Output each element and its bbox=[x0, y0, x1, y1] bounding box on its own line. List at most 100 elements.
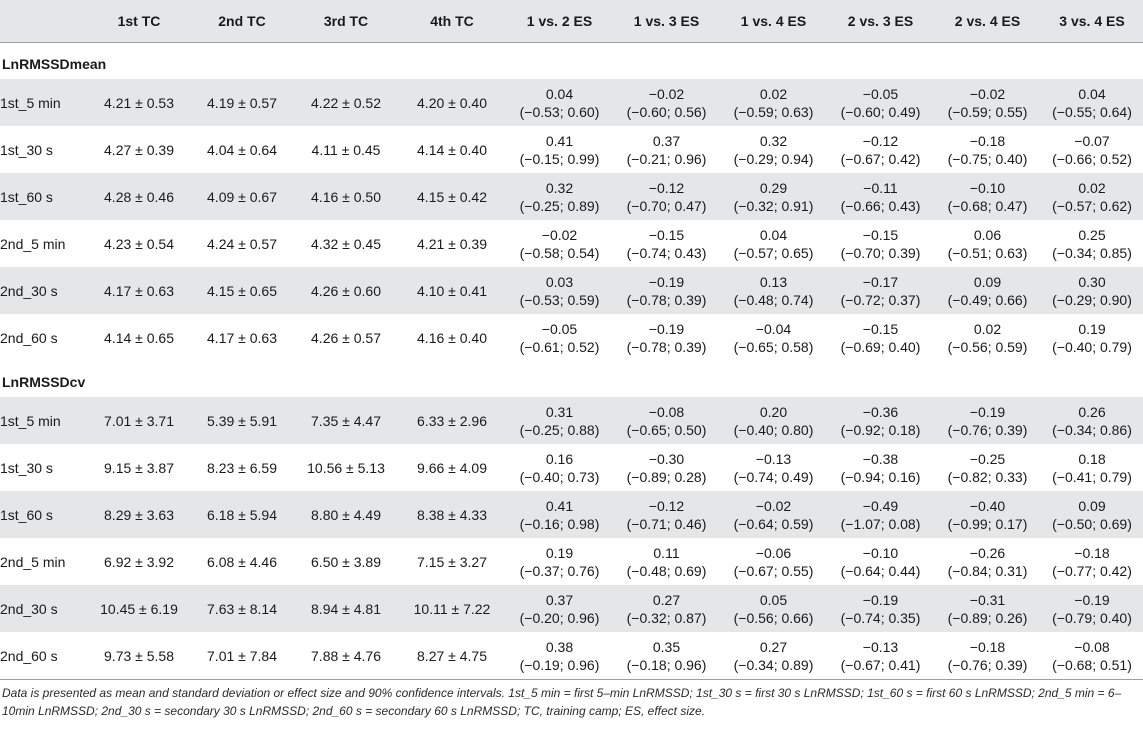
confidence-interval: (−0.55; 0.64) bbox=[1052, 103, 1132, 120]
effect-size-value: 0.20 bbox=[759, 403, 788, 420]
confidence-interval: (−0.72; 0.37) bbox=[840, 291, 921, 308]
effect-size-value: −0.31 bbox=[969, 591, 1006, 608]
row-label: 1st_30 s bbox=[0, 141, 53, 158]
confidence-interval: (−0.69; 0.40) bbox=[840, 338, 921, 355]
table-footnote: Data is presented as mean and standard d… bbox=[2, 686, 1122, 718]
confidence-interval: (−0.75; 0.40) bbox=[947, 150, 1028, 167]
effect-size-value: 0.25 bbox=[1078, 226, 1106, 243]
row-label: 2nd_30 s bbox=[0, 267, 88, 314]
mean-sd-cell: 4.17 ± 0.63 bbox=[207, 329, 277, 346]
effect-size-cell: −0.07 (−0.66; 0.52) bbox=[1041, 126, 1143, 173]
mean-sd-cell: 4.28 ± 0.46 bbox=[88, 173, 190, 220]
row-label: 1st_60 s bbox=[0, 491, 88, 538]
effect-size-value: 0.27 bbox=[652, 591, 681, 608]
effect-size-value: 0.37 bbox=[545, 591, 574, 608]
effect-size-cell: 0.09 (−0.50; 0.69) bbox=[1041, 491, 1143, 538]
effect-size-cell: −0.38 (−0.94; 0.16) bbox=[827, 444, 934, 491]
effect-size-cell: −0.08 (−0.68; 0.51) bbox=[1041, 632, 1143, 680]
mean-sd-cell: 4.26 ± 0.57 bbox=[311, 329, 381, 346]
effect-size-cell: −0.19 (−0.74; 0.35) bbox=[827, 585, 934, 632]
results-table: 1st TC 2nd TC 3rd TC 4th TC 1 vs. 2 ES 1… bbox=[0, 0, 1143, 680]
confidence-interval: (−0.29; 0.90) bbox=[1052, 291, 1132, 308]
confidence-interval: (−0.34; 0.89) bbox=[733, 656, 814, 673]
effect-size-value: −0.08 bbox=[1074, 638, 1110, 655]
confidence-interval: (−0.20; 0.96) bbox=[519, 609, 600, 626]
header-cell-2nd-tc: 2nd TC bbox=[190, 0, 294, 43]
effect-size-cell: −0.06 (−0.67; 0.55) bbox=[720, 538, 827, 585]
effect-size-value: −0.06 bbox=[755, 544, 792, 561]
header-cell-1st-tc: 1st TC bbox=[88, 0, 190, 43]
effect-size-cell: 0.05 (−0.56; 0.66) bbox=[720, 585, 827, 632]
effect-size-cell: −0.19 (−0.79; 0.40) bbox=[1041, 585, 1143, 632]
effect-size-cell: −0.25 (−0.82; 0.33) bbox=[934, 444, 1041, 491]
effect-size-cell: −0.18 (−0.76; 0.39) bbox=[934, 632, 1041, 680]
confidence-interval: (−0.78; 0.39) bbox=[626, 338, 707, 355]
effect-size-cell: 0.06 (−0.51; 0.63) bbox=[934, 220, 1041, 267]
effect-size-value: −0.26 bbox=[969, 544, 1006, 561]
mean-sd-cell: 5.39 ± 5.91 bbox=[190, 397, 294, 444]
mean-sd-cell: 6.18 ± 5.94 bbox=[190, 491, 294, 538]
confidence-interval: (−0.32; 0.91) bbox=[733, 197, 814, 214]
effect-size-cell: 0.37 (−0.20; 0.96) bbox=[506, 585, 613, 632]
mean-sd-cell: 4.09 ± 0.67 bbox=[190, 173, 294, 220]
effect-size-cell: −0.19 (−0.78; 0.39) bbox=[613, 267, 720, 314]
effect-size-cell: 0.16 (−0.40; 0.73) bbox=[506, 444, 613, 491]
mean-sd-cell: 4.10 ± 0.41 bbox=[398, 267, 506, 314]
confidence-interval: (−0.67; 0.42) bbox=[840, 150, 921, 167]
mean-sd-cell: 8.23 ± 6.59 bbox=[207, 459, 277, 476]
effect-size-value: −0.15 bbox=[648, 226, 685, 243]
effect-size-value: 0.06 bbox=[973, 226, 1002, 243]
confidence-interval: (−0.70; 0.47) bbox=[626, 197, 707, 214]
effect-size-cell: −0.30 (−0.89; 0.28) bbox=[613, 444, 720, 491]
mean-sd-cell: 8.94 ± 4.81 bbox=[294, 585, 398, 632]
confidence-interval: (−0.77; 0.42) bbox=[1052, 562, 1132, 579]
effect-size-value: −0.08 bbox=[648, 403, 685, 420]
mean-sd-cell: 4.16 ± 0.50 bbox=[294, 173, 398, 220]
mean-sd-cell: 4.22 ± 0.52 bbox=[294, 79, 398, 126]
effect-size-cell: −0.05 (−0.61; 0.52) bbox=[506, 314, 613, 361]
effect-size-cell: −0.40 (−0.99; 0.17) bbox=[934, 491, 1041, 538]
confidence-interval: (−0.99; 0.17) bbox=[947, 515, 1028, 532]
effect-size-cell: −0.04 (−0.65; 0.58) bbox=[720, 314, 827, 361]
effect-size-value: −0.13 bbox=[755, 450, 792, 467]
confidence-interval: (−1.07; 0.08) bbox=[840, 515, 921, 532]
effect-size-value: 0.16 bbox=[545, 450, 574, 467]
confidence-interval: (−0.60; 0.49) bbox=[840, 103, 921, 120]
effect-size-value: −0.18 bbox=[1074, 544, 1110, 561]
table-row: 1st_5 min 4.21 ± 0.53 4.19 ± 0.57 4.22 ± 0.… bbox=[0, 79, 1143, 126]
effect-size-value: −0.30 bbox=[648, 450, 685, 467]
effect-size-value: 0.13 bbox=[759, 273, 788, 290]
mean-sd-cell: 4.19 ± 0.57 bbox=[190, 79, 294, 126]
effect-size-cell: 0.13 (−0.48; 0.74) bbox=[720, 267, 827, 314]
confidence-interval: (−0.15; 0.99) bbox=[519, 150, 600, 167]
effect-size-value: 0.32 bbox=[759, 132, 788, 149]
mean-sd-cell: 9.73 ± 5.58 bbox=[88, 632, 190, 680]
effect-size-cell: −0.02 (−0.58; 0.54) bbox=[506, 220, 613, 267]
header-cell-1-vs-2-es: 1 vs. 2 ES bbox=[506, 0, 613, 43]
effect-size-cell: 0.04 (−0.53; 0.60) bbox=[506, 79, 613, 126]
confidence-interval: (−0.76; 0.39) bbox=[947, 656, 1028, 673]
effect-size-cell: 0.02 (−0.57; 0.62) bbox=[1041, 173, 1143, 220]
mean-sd-cell: 4.15 ± 0.65 bbox=[190, 267, 294, 314]
confidence-interval: (−0.58; 0.54) bbox=[519, 244, 600, 261]
effect-size-cell: −0.19 (−0.78; 0.39) bbox=[613, 314, 720, 361]
confidence-interval: (−0.49; 0.66) bbox=[947, 291, 1028, 308]
effect-size-value: 0.04 bbox=[759, 226, 788, 243]
table-row: 1st_60 s 8.29 ± 3.63 6.18 ± 5.94 8.80 ± 4.4… bbox=[0, 491, 1143, 538]
effect-size-value: 0.19 bbox=[1078, 320, 1106, 337]
table-row: 2nd_60 s 4.14 ± 0.65 4.17 ± 0.63 4.26 ± 0.5… bbox=[0, 314, 1143, 361]
effect-size-value: −0.17 bbox=[862, 273, 899, 290]
effect-size-cell: 0.31 (−0.25; 0.88) bbox=[506, 397, 613, 444]
effect-size-value: −0.04 bbox=[755, 320, 792, 337]
mean-sd-cell: 10.56 ± 5.13 bbox=[307, 459, 385, 476]
header-row: 1st TC 2nd TC 3rd TC 4th TC 1 vs. 2 ES 1… bbox=[0, 0, 1143, 43]
table-row: 1st_30 s 4.27 ± 0.39 4.04 ± 0.64 4.11 ± 0.4… bbox=[0, 126, 1143, 173]
effect-size-cell: 0.38 (−0.19; 0.96) bbox=[506, 632, 613, 680]
effect-size-cell: 0.18 (−0.41; 0.79) bbox=[1041, 444, 1143, 491]
effect-size-value: −0.38 bbox=[862, 450, 899, 467]
mean-sd-cell: 7.88 ± 4.76 bbox=[294, 632, 398, 680]
effect-size-cell: 0.04 (−0.57; 0.65) bbox=[720, 220, 827, 267]
mean-sd-cell: 7.63 ± 8.14 bbox=[190, 585, 294, 632]
confidence-interval: (−0.21; 0.96) bbox=[626, 150, 707, 167]
